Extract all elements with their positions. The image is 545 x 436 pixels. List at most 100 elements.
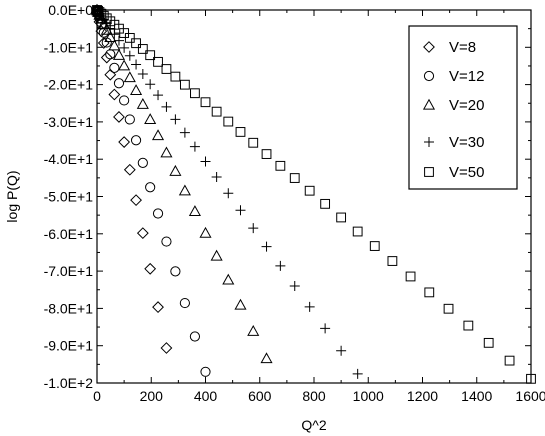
data-point [352,368,363,379]
x-tick-label: 200 [140,388,164,404]
data-point [153,56,163,67]
data-point [145,182,156,193]
data-point [161,236,172,247]
data-point [170,71,181,82]
data-point [118,136,131,148]
data-point [108,88,121,101]
data-point [304,301,315,312]
data-point [223,188,234,199]
data-point [369,241,380,251]
data-point [320,198,331,209]
data-point [289,280,300,291]
data-point [179,127,190,138]
data-point [405,271,416,282]
data-point [170,114,181,125]
data-point [190,88,200,99]
data-point [137,44,148,54]
data-point [161,101,172,112]
y-tick-label: -3.0E+1 [44,114,94,130]
data-point [189,331,201,342]
data-point [101,13,112,24]
data-point [112,48,126,60]
data-point [247,324,260,336]
data-point [144,262,157,275]
legend: V=8 V=12 V=20 V=30 V=50 [408,25,518,190]
x-tick-label: 1600 [515,388,545,404]
data-point [124,50,135,61]
data-point [161,64,172,74]
data-point [424,287,435,298]
data-point [211,171,222,182]
y-tick-label: -9.0E+1 [44,338,94,354]
data-point [144,113,157,124]
data-point [118,59,131,71]
y-tick-label: -6.0E+1 [44,226,94,242]
data-point [200,366,211,377]
x-tick-label: 600 [248,388,272,404]
y-tick-label: -2.0E+1 [44,77,94,93]
data-point [98,10,109,21]
data-point [137,68,148,79]
data-point [463,320,474,331]
data-point [260,352,273,364]
y-tick-label: -1.0E+1 [44,39,94,55]
data-point [336,212,347,223]
data-point [131,59,142,70]
data-point [105,49,116,60]
data-point [261,149,272,159]
x-tick-label: 400 [194,388,218,404]
data-point [136,98,149,109]
data-point [200,97,211,108]
y-tick-label: -5.0E+1 [44,189,94,205]
legend-label: V=12 [449,68,484,85]
data-point [100,51,113,64]
data-point [352,226,363,237]
data-point [178,184,191,196]
data-point [189,141,200,152]
data-point [234,298,247,310]
data-point [170,266,181,277]
data-point [289,173,300,183]
data-point [152,208,164,219]
data-point [179,79,190,90]
data-point [210,249,223,261]
x-tick-label: 800 [302,388,326,404]
series-v30 [92,5,363,379]
data-point [123,163,136,176]
data-point [275,260,286,271]
legend-box [408,25,518,190]
data-point [113,78,125,89]
series-v20 [90,3,273,364]
legend-label: V=8 [449,39,476,56]
data-point [145,79,156,90]
data-point [123,71,136,83]
data-point [119,42,130,53]
y-tick-label: -7.0E+1 [44,263,94,279]
data-point [104,31,117,42]
data-point [130,194,142,207]
legend-marker [424,167,434,177]
legend-label: V=50 [449,164,484,181]
x-tick-label: 0 [93,388,101,404]
legend-marker [424,137,434,147]
x-tick-label: 1400 [461,388,492,404]
data-point [336,345,347,356]
data-points [90,3,536,384]
y-tick-label: -4.0E+1 [44,151,94,167]
data-point [130,84,143,95]
data-point [320,323,331,334]
data-point [151,129,165,141]
data-point [443,303,454,314]
data-point [113,35,124,46]
data-point [223,116,234,127]
data-point [113,111,125,123]
data-point [153,90,164,101]
data-point [136,227,149,240]
data-point [483,337,494,348]
data-point [152,301,164,314]
data-point [261,241,272,252]
data-point [387,256,398,266]
data-point [188,205,201,216]
data-point [222,273,235,285]
